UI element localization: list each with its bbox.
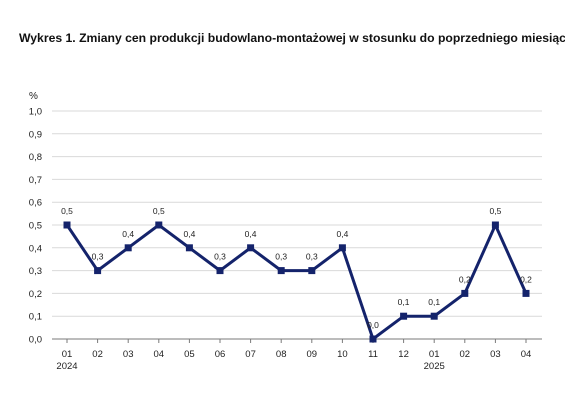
data-label: 0,4 (245, 229, 257, 239)
data-label: 0,3 (275, 252, 287, 262)
x-tick-label: 08 (276, 349, 287, 360)
x-axis-ticks: 01 02 03 04 05 06 07 08 09 10 11 12 01 02 03 04 (62, 339, 532, 360)
y-tick-label: 0,3 (29, 266, 42, 277)
data-point (185, 244, 193, 252)
data-point (247, 244, 255, 252)
x-tick-label: 06 (215, 349, 226, 360)
y-tick-label: 0,4 (29, 243, 42, 254)
data-label: 0,5 (489, 206, 501, 216)
data-markers (63, 221, 530, 343)
x-tick-label: 10 (337, 349, 348, 360)
data-label: 0,3 (92, 252, 104, 262)
series-line (65, 221, 528, 342)
x-tick-label: 03 (490, 349, 501, 360)
y-tick-label: 1,0 (29, 107, 42, 118)
data-label: 0,3 (214, 252, 226, 262)
gridlines (52, 110, 542, 317)
data-point (461, 289, 469, 297)
x-tick-label: 12 (398, 349, 409, 360)
y-tick-label: 0,2 (29, 289, 42, 300)
data-point (94, 267, 102, 275)
y-tick-label: 0,5 (29, 221, 42, 232)
x-tick-label: 05 (184, 349, 195, 360)
data-point (277, 267, 285, 275)
x-year-label: 2024 (56, 361, 77, 372)
data-label: 0,4 (183, 229, 195, 239)
data-label: 0,3 (306, 252, 318, 262)
data-label: 0,4 (122, 229, 134, 239)
y-axis-unit: % (29, 91, 38, 102)
chart-title: Wykres 1. Zmiany cen produkcji budowlano… (19, 31, 565, 45)
y-tick-label: 0,8 (29, 152, 42, 163)
y-tick-label: 0,0 (29, 335, 42, 346)
data-point (216, 267, 224, 275)
y-tick-label: 0,1 (29, 312, 42, 323)
data-point (400, 312, 408, 320)
y-tick-label: 0,7 (29, 175, 42, 186)
y-axis-ticks: 0,0 0,1 0,2 0,3 0,4 0,5 0,6 0,7 0,8 0,9 1,0 (29, 107, 42, 346)
x-tick-label: 01 (429, 349, 440, 360)
x-tick-label: 09 (307, 349, 318, 360)
data-point (369, 335, 377, 343)
data-label: 0,0 (367, 320, 379, 330)
data-point (63, 221, 71, 229)
x-axis-year-labels: 2024 2025 (56, 361, 444, 372)
data-point (124, 244, 132, 252)
data-label: 0,5 (61, 206, 73, 216)
data-label: 0,4 (336, 229, 348, 239)
data-label: 0,5 (153, 206, 165, 216)
x-tick-label: 11 (368, 349, 378, 360)
data-point (430, 312, 438, 320)
y-tick-label: 0,6 (29, 198, 42, 209)
x-tick-label: 02 (460, 349, 471, 360)
data-point (338, 244, 346, 252)
x-tick-label: 01 (62, 349, 73, 360)
x-tick-label: 04 (154, 349, 165, 360)
x-tick-label: 03 (123, 349, 134, 360)
data-point (491, 221, 499, 229)
x-year-label: 2025 (424, 361, 445, 372)
data-point (155, 221, 163, 229)
data-point (308, 267, 316, 275)
x-tick-label: 02 (92, 349, 103, 360)
x-tick-label: 04 (521, 349, 532, 360)
data-label: 0,2 (520, 274, 532, 284)
x-tick-label: 07 (245, 349, 256, 360)
data-labels: 0,5 0,3 0,4 0,5 0,4 0,3 0,4 0,3 0,3 0,4 0,0 0,1 0,1 0… (61, 206, 532, 330)
data-label: 0,1 (428, 297, 440, 307)
y-tick-label: 0,9 (29, 129, 42, 140)
data-label: 0,2 (459, 274, 471, 284)
data-label: 0,1 (398, 297, 410, 307)
data-point (522, 289, 530, 297)
